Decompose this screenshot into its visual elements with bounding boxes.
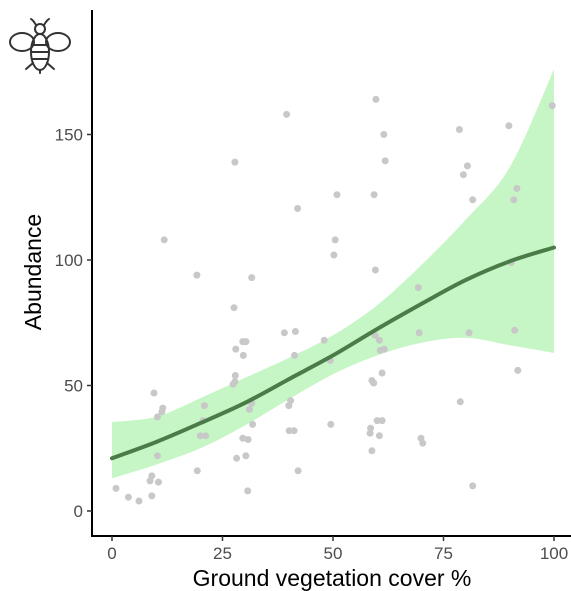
- data-point: [368, 447, 376, 455]
- confidence-band: [112, 69, 554, 479]
- data-point: [469, 196, 477, 204]
- data-point: [455, 126, 463, 133]
- data-point: [242, 338, 250, 346]
- y-tick-label: 50: [64, 377, 83, 396]
- data-point: [285, 427, 293, 435]
- data-point: [249, 420, 257, 428]
- data-point: [154, 452, 161, 460]
- data-point: [290, 427, 298, 435]
- data-point: [291, 328, 299, 335]
- data-point: [154, 478, 162, 486]
- data-point: [193, 271, 201, 279]
- data-point: [505, 122, 513, 130]
- data-point: [283, 110, 291, 118]
- data-point: [378, 369, 386, 377]
- y-tick-label: 150: [55, 126, 83, 145]
- data-point: [548, 102, 556, 110]
- data-point: [202, 432, 210, 440]
- data-point: [291, 351, 298, 359]
- bee-icon: [9, 18, 71, 74]
- data-point: [381, 157, 389, 165]
- data-point: [239, 434, 247, 442]
- data-point: [415, 329, 423, 337]
- data-point: [280, 329, 288, 337]
- data-point: [246, 405, 253, 413]
- data-point: [154, 413, 161, 421]
- data-point: [230, 304, 238, 312]
- data-point: [231, 372, 239, 379]
- x-tick-label: 75: [434, 544, 453, 563]
- data-point: [159, 404, 167, 412]
- data-point: [371, 266, 379, 274]
- data-point: [380, 345, 388, 353]
- data-point: [333, 191, 341, 199]
- data-point: [148, 492, 156, 500]
- data-point: [514, 366, 522, 374]
- x-tick-label: 25: [213, 544, 232, 563]
- data-point: [200, 402, 208, 410]
- x-axis-title: Ground vegetation cover %: [193, 565, 472, 591]
- data-point: [242, 452, 250, 460]
- data-point: [232, 345, 240, 353]
- data-point: [465, 329, 473, 337]
- data-point: [370, 379, 378, 387]
- data-point: [160, 236, 168, 244]
- data-point: [135, 497, 143, 505]
- data-point: [375, 336, 383, 344]
- data-point: [375, 432, 383, 440]
- data-point: [367, 424, 375, 432]
- data-point: [244, 436, 252, 443]
- data-point: [150, 389, 158, 397]
- data-point: [231, 158, 239, 166]
- data-point: [331, 236, 339, 244]
- data-point: [510, 196, 518, 204]
- data-point: [513, 185, 521, 192]
- data-point: [469, 482, 477, 490]
- data-point: [419, 439, 427, 447]
- y-axis-title: Abundance: [20, 214, 46, 330]
- y-tick-label: 100: [55, 251, 83, 270]
- data-point: [233, 454, 241, 462]
- data-point: [327, 420, 335, 428]
- data-point: [463, 162, 471, 170]
- data-point: [248, 274, 256, 282]
- y-tick-label: 0: [74, 502, 83, 521]
- x-tick-label: 0: [107, 544, 116, 563]
- data-point: [380, 131, 388, 138]
- data-point: [231, 378, 239, 386]
- x-tick-label: 50: [324, 544, 343, 563]
- data-point: [511, 326, 519, 334]
- data-point: [112, 484, 120, 492]
- data-point: [294, 467, 302, 475]
- data-point: [239, 351, 247, 359]
- data-point: [320, 336, 328, 344]
- trend-line: [110, 245, 556, 461]
- data-point: [294, 205, 302, 212]
- data-point: [244, 487, 252, 495]
- data-point: [378, 417, 386, 425]
- data-point: [196, 432, 204, 440]
- data-point: [148, 472, 156, 480]
- x-tick-label: 100: [540, 544, 568, 563]
- data-point: [330, 251, 338, 259]
- data-point: [459, 171, 467, 179]
- data-point: [373, 417, 381, 425]
- data-point: [287, 397, 295, 405]
- data-point: [193, 467, 201, 475]
- data-point: [372, 95, 380, 103]
- data-point: [124, 493, 132, 501]
- data-point: [414, 284, 422, 292]
- data-point: [456, 398, 464, 406]
- data-point: [370, 191, 378, 199]
